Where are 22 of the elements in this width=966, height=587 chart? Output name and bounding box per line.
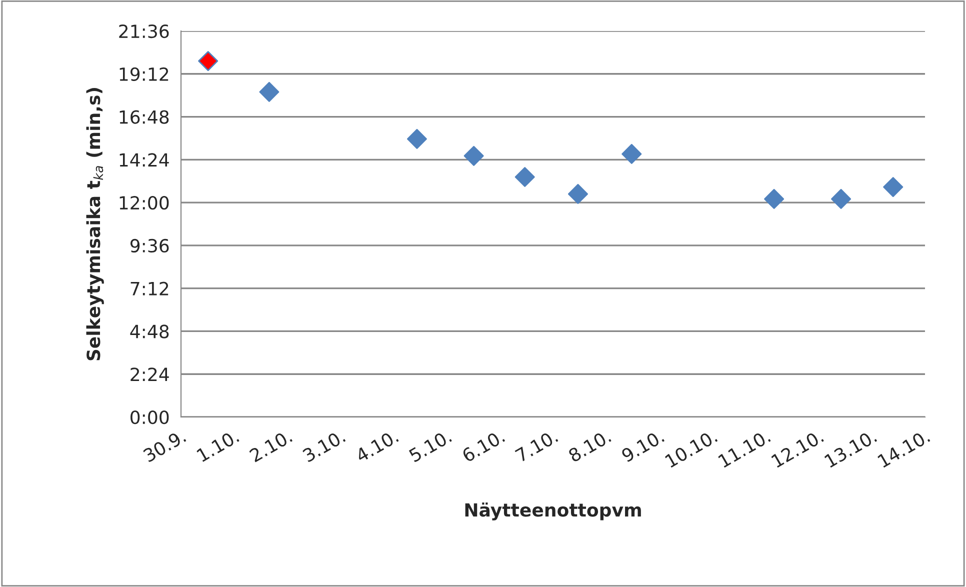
y-tick-label: 12:00 <box>120 196 169 210</box>
x-tick-label: 9.10. <box>620 429 665 463</box>
y-axis-title: Selkeytymisaika t$_{ka}$ (min,s) <box>86 88 104 360</box>
y-tick-label: 16:48 <box>120 110 169 124</box>
y-tick-label: 2:24 <box>130 368 169 381</box>
y-tick-label: 0:00 <box>130 410 169 424</box>
x-tick-label: 1.10. <box>196 429 240 462</box>
x-tick-label: 6.10. <box>461 429 506 463</box>
x-tick-label: 7.10. <box>514 429 558 462</box>
x-tick-label: 30.9. <box>142 429 186 462</box>
y-tick-label: 14:24 <box>120 153 169 167</box>
y-tick-label: 21:36 <box>119 24 169 38</box>
x-tick-label: 5.10. <box>408 429 452 462</box>
x-tick-label: 4.10. <box>354 429 399 463</box>
y-tick-label: 4:48 <box>130 324 169 338</box>
x-tick-label: 2.10. <box>248 429 293 463</box>
y-tick-label: 9:36 <box>130 238 169 253</box>
y-tick-label: 7:12 <box>130 282 168 296</box>
x-tick-label: 8.10. <box>568 429 612 463</box>
y-tick-label: 19:12 <box>120 67 168 82</box>
x-tick-label: 3.10. <box>302 429 346 462</box>
x-axis-title: Näytteenottopvm <box>465 502 641 520</box>
